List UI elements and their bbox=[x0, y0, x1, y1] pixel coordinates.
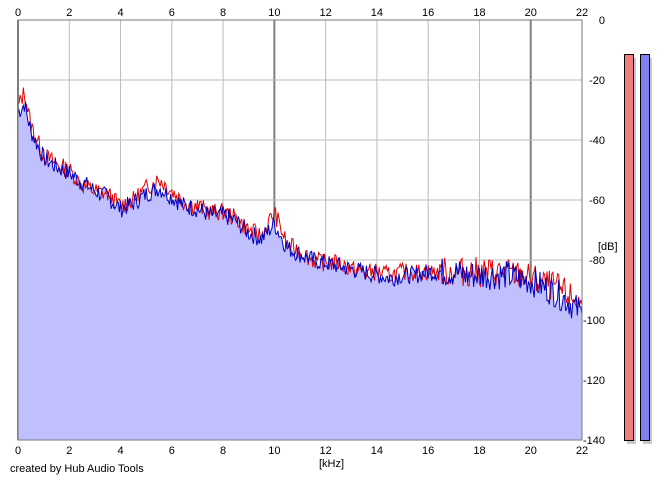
x-tick-labels-bottom: 0 2 4 6 8 10 12 14 16 18 20 22 bbox=[15, 445, 588, 457]
y-tick--100: -100 bbox=[583, 315, 605, 327]
right-level-meter bbox=[640, 54, 650, 441]
x-tick-top-18: 18 bbox=[473, 7, 485, 19]
series-line-2 bbox=[17, 101, 583, 319]
x-tick-bottom-6: 6 bbox=[169, 445, 175, 457]
x-tick-bottom-2: 2 bbox=[66, 445, 72, 457]
credit-text: created by Hub Audio Tools bbox=[10, 463, 144, 475]
x-tick-labels: 0 2 4 6 8 10 12 14 16 18 20 22 bbox=[15, 7, 588, 19]
y-tick--120: -120 bbox=[583, 375, 605, 387]
x-tick-bottom-16: 16 bbox=[422, 445, 434, 457]
x-tick-bottom-0: 0 bbox=[15, 445, 21, 457]
y-tick--20: -20 bbox=[589, 75, 605, 87]
y-tick-0: 0 bbox=[599, 15, 605, 27]
x-tick-bottom-20: 20 bbox=[525, 445, 537, 457]
y-tick--40: -40 bbox=[589, 135, 605, 147]
y-axis-label: [dB] bbox=[598, 241, 618, 253]
x-tick-bottom-18: 18 bbox=[473, 445, 485, 457]
x-tick-top-2: 2 bbox=[66, 7, 72, 19]
x-tick-top-16: 16 bbox=[422, 7, 434, 19]
x-tick-top-12: 12 bbox=[320, 7, 332, 19]
x-tick-top-0: 0 bbox=[15, 7, 21, 19]
plot-frame bbox=[17, 19, 583, 441]
left-level-meter bbox=[624, 54, 634, 441]
y-tick--80: -80 bbox=[589, 255, 605, 267]
x-tick-top-20: 20 bbox=[525, 7, 537, 19]
x-tick-bottom-10: 10 bbox=[268, 445, 280, 457]
y-tick-labels: 0 -20 -40 -60 -80 -100 -120 -140 bbox=[583, 15, 605, 447]
x-tick-bottom-14: 14 bbox=[371, 445, 383, 457]
x-tick-top-6: 6 bbox=[169, 7, 175, 19]
x-tick-bottom-4: 4 bbox=[117, 445, 123, 457]
x-axis-label: [kHz] bbox=[319, 458, 344, 470]
x-tick-top-4: 4 bbox=[117, 7, 123, 19]
x-tick-top-22: 22 bbox=[576, 7, 588, 19]
x-tick-top-8: 8 bbox=[220, 7, 226, 19]
y-tick--60: -60 bbox=[589, 195, 605, 207]
x-tick-bottom-12: 12 bbox=[320, 445, 332, 457]
x-tick-bottom-8: 8 bbox=[220, 445, 226, 457]
series-lines bbox=[17, 87, 583, 319]
y-tick--140: -140 bbox=[583, 435, 605, 447]
spectrum-fill-area bbox=[18, 101, 582, 440]
x-tick-bottom-22: 22 bbox=[576, 445, 588, 457]
x-tick-top-14: 14 bbox=[371, 7, 383, 19]
x-tick-top-10: 10 bbox=[268, 7, 280, 19]
